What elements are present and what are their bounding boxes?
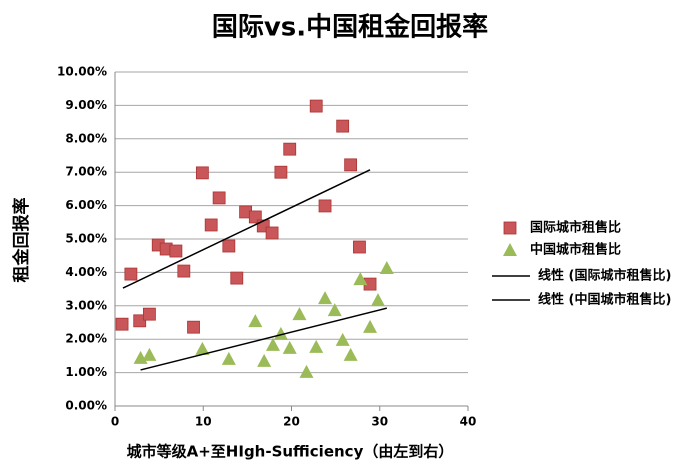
point: [292, 307, 307, 321]
y-axis-label: 租金回报率: [11, 198, 32, 283]
point: [133, 314, 147, 328]
point: [204, 218, 218, 232]
x-tick-label: 30: [371, 415, 388, 429]
point: [353, 272, 368, 286]
point: [309, 339, 324, 353]
point: [353, 240, 366, 254]
point: [336, 119, 350, 133]
y-tick-label: 1.00%: [65, 365, 107, 379]
point: [309, 99, 323, 113]
trend-line: [140, 307, 387, 371]
point: [327, 303, 342, 317]
point: [370, 293, 385, 307]
legend-label: 线性 (中国城市租售比): [538, 292, 671, 308]
point: [212, 191, 226, 205]
point: [344, 158, 358, 172]
point: [318, 291, 333, 305]
x-tick-label: 10: [195, 415, 212, 429]
point: [169, 244, 183, 258]
point: [299, 364, 314, 378]
point: [195, 166, 209, 180]
point: [318, 199, 332, 213]
chart-title: 国际vs.中国租金回报率: [212, 12, 488, 43]
point: [142, 347, 157, 361]
legend-label: 线性 (国际城市租售比): [538, 268, 671, 284]
legend-marker: [503, 221, 517, 235]
point: [257, 353, 272, 367]
point: [274, 165, 288, 179]
y-tick-label: 2.00%: [65, 332, 107, 346]
point: [221, 351, 236, 365]
point: [195, 341, 210, 355]
y-tick-label: 7.00%: [65, 165, 107, 179]
point: [343, 347, 358, 361]
y-tick-label: 8.00%: [65, 131, 107, 145]
point: [177, 264, 191, 278]
point: [363, 319, 378, 333]
point: [282, 340, 297, 354]
point: [222, 239, 236, 253]
x-tick-label: 40: [460, 415, 477, 429]
point: [187, 320, 200, 334]
y-tick-label: 3.00%: [65, 298, 107, 312]
legend-marker: [503, 243, 517, 256]
point: [335, 332, 350, 346]
x-tick-label: 0: [111, 415, 119, 429]
point: [143, 307, 156, 321]
point: [283, 142, 297, 156]
x-tick-label: 20: [283, 415, 300, 429]
point: [230, 271, 244, 285]
point: [265, 226, 279, 240]
legend-label: 中国城市租售比: [530, 242, 621, 258]
point: [124, 267, 138, 281]
y-tick-label: 4.00%: [65, 265, 107, 279]
point: [115, 317, 129, 331]
y-tick-label: 9.00%: [65, 98, 107, 112]
y-tick-label: 0.00%: [65, 399, 107, 413]
point: [265, 337, 280, 351]
point: [273, 326, 288, 340]
y-tick-label: 10.00%: [57, 65, 107, 79]
point: [248, 314, 263, 328]
legend-label: 国际城市租售比: [530, 220, 621, 236]
y-tick-label: 6.00%: [65, 198, 107, 212]
trend-line: [122, 169, 371, 289]
point: [379, 261, 394, 275]
y-tick-label: 5.00%: [65, 232, 107, 246]
x-axis-label: 城市等级A+至HIgh-Sufficiency（由左到右）: [127, 443, 454, 461]
